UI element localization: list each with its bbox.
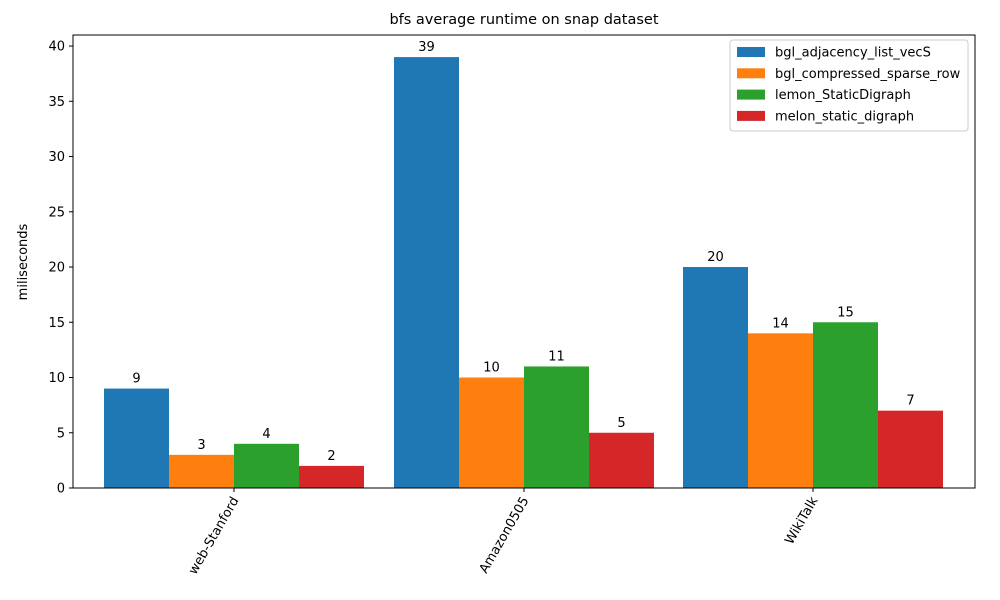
x-tick-label: WikiTalk	[782, 494, 821, 547]
legend: bgl_adjacency_list_vecS bgl_compressed_sp…	[729, 39, 969, 132]
bar-value-label: 39	[418, 40, 435, 55]
y-tick-label: 20	[48, 261, 65, 276]
bar-value-label: 9	[132, 372, 140, 387]
y-axis: 0 5 10 15 20 25 30 35 40	[48, 40, 73, 497]
bar-value-label: 10	[483, 361, 500, 376]
bar	[169, 454, 234, 488]
bar-value-label: 7	[906, 394, 914, 409]
bar-value-label: 20	[707, 250, 724, 265]
legend-swatch	[737, 68, 765, 79]
y-tick-label: 5	[57, 426, 65, 441]
bars-group	[104, 57, 943, 488]
x-tick-label: web-Stanford	[186, 495, 243, 578]
bar-value-label: 15	[837, 305, 854, 320]
bar	[104, 388, 169, 488]
bar-value-label: 2	[327, 449, 335, 464]
bar-value-label: 4	[262, 427, 270, 442]
bar	[813, 322, 878, 488]
bar	[234, 443, 299, 488]
y-tick-label: 0	[57, 482, 65, 497]
bar	[524, 366, 589, 488]
legend-label: bgl_adjacency_list_vecS	[775, 46, 931, 61]
legend-label: bgl_compressed_sparse_row	[775, 67, 961, 82]
y-tick-label: 15	[48, 316, 65, 331]
bar	[459, 377, 524, 488]
y-tick-label: 30	[48, 150, 65, 165]
y-tick-label: 25	[48, 205, 65, 220]
y-tick-label: 40	[48, 40, 65, 55]
legend-swatch	[737, 110, 765, 121]
chart-title: bfs average runtime on snap dataset	[389, 12, 658, 28]
bar-value-label: 11	[548, 349, 565, 364]
x-tick-label: Amazon0505	[477, 495, 533, 577]
legend-swatch	[737, 47, 765, 57]
bar-value-label: 5	[617, 416, 625, 431]
bar-value-label: 3	[197, 438, 205, 453]
x-axis: web-Stanford Amazon0505 WikiTalk	[186, 488, 822, 577]
plot-frame	[72, 34, 976, 489]
bar	[589, 432, 654, 488]
y-tick-label: 35	[48, 95, 65, 110]
bar-value-label: 14	[772, 316, 789, 331]
legend-label: melon_static_digraph	[775, 109, 914, 124]
legend-box	[729, 39, 969, 132]
bar	[299, 465, 364, 488]
bar	[878, 410, 943, 488]
y-tick-label: 10	[48, 371, 65, 386]
bar	[748, 333, 813, 488]
legend-label: lemon_StaticDigraph	[775, 88, 911, 103]
bar-value-labels: 9 39 20 3 10 14 4 11 15 2 5 7	[132, 40, 914, 464]
legend-swatch	[737, 89, 765, 100]
y-axis-label: miliseconds	[16, 223, 31, 300]
bar	[683, 267, 748, 488]
bar	[394, 57, 459, 488]
